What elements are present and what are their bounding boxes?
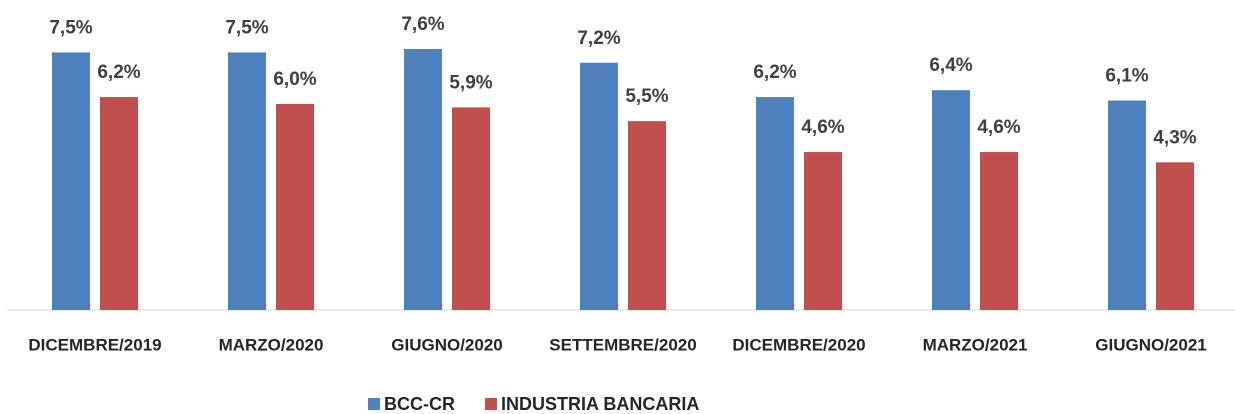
data-label: 5,9%	[449, 72, 492, 93]
legend-swatch	[368, 398, 380, 410]
bar	[228, 52, 266, 311]
bar	[1156, 162, 1194, 310]
data-label: 4,6%	[977, 117, 1020, 138]
x-tick-label: DICEMBRE/2019	[28, 335, 161, 354]
data-label: 7,2%	[577, 28, 620, 49]
bar	[452, 107, 490, 310]
bar	[276, 103, 314, 311]
bar	[580, 62, 618, 310]
bar	[804, 152, 842, 310]
legend-swatch	[485, 398, 497, 410]
bar	[756, 97, 794, 310]
x-tick-label: MARZO/2020	[219, 335, 324, 354]
x-tick-label: GIUGNO/2020	[391, 335, 503, 354]
x-tick-label: SETTEMBRE/2020	[549, 335, 696, 354]
bar	[100, 97, 138, 310]
data-label: 7,6%	[401, 14, 444, 35]
x-tick-label: MARZO/2021	[923, 335, 1028, 354]
data-label: 6,4%	[929, 55, 972, 76]
data-label: 6,2%	[97, 62, 140, 83]
data-label: 4,6%	[801, 117, 844, 138]
x-tick-label: GIUGNO/2021	[1095, 335, 1207, 354]
data-label: 6,2%	[753, 62, 796, 83]
data-label: 7,5%	[49, 17, 92, 38]
bar	[628, 121, 666, 310]
data-label: 6,0%	[273, 69, 316, 90]
data-label: 4,3%	[1153, 127, 1196, 148]
bar	[932, 90, 970, 310]
data-label: 6,1%	[1105, 66, 1148, 87]
data-label: 5,5%	[625, 86, 668, 107]
data-label: 7,5%	[225, 17, 268, 38]
legend-label: BCC-CR	[384, 394, 455, 414]
x-tick-label: DICEMBRE/2020	[732, 335, 865, 354]
bar	[980, 152, 1018, 310]
bar	[52, 52, 90, 311]
bar	[1108, 100, 1146, 311]
legend-label: INDUSTRIA BANCARIA	[501, 394, 699, 414]
bar	[404, 49, 442, 310]
